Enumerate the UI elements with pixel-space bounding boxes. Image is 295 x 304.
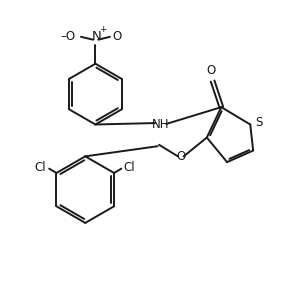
Text: S: S	[255, 116, 263, 129]
Text: +: +	[99, 25, 106, 34]
Text: Cl: Cl	[124, 161, 135, 174]
Text: Cl: Cl	[35, 161, 46, 174]
Text: O: O	[176, 150, 186, 163]
Text: NH: NH	[152, 118, 169, 131]
Text: O: O	[112, 30, 121, 43]
Text: O: O	[206, 64, 216, 77]
Text: N: N	[91, 30, 101, 43]
Text: –O: –O	[60, 30, 75, 43]
